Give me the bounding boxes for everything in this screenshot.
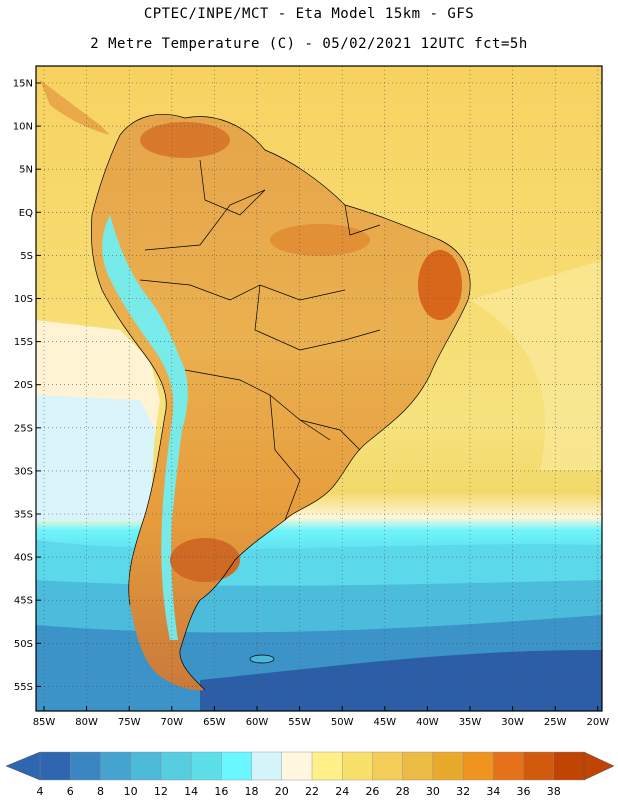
colorbar-segment xyxy=(462,751,495,781)
colorbar-label: 26 xyxy=(365,785,379,798)
lon-label: 30W xyxy=(501,717,524,728)
lon-label: 75W xyxy=(118,717,141,728)
lat-label: 50S xyxy=(14,639,33,650)
lon-label: 80W xyxy=(75,717,98,728)
lat-label: 40S xyxy=(14,553,33,564)
colorbar-segments xyxy=(5,751,615,781)
lon-label: 20W xyxy=(586,717,609,728)
map-title-line1: CPTEC/INPE/MCT - Eta Model 15km - GFS xyxy=(143,6,475,22)
hot-spot-northeast xyxy=(418,250,462,320)
colorbar-label: 28 xyxy=(396,785,410,798)
lat-label: 55S xyxy=(14,682,33,693)
colorbar-label: 32 xyxy=(456,785,470,798)
colorbar-label: 38 xyxy=(547,785,561,798)
colorbar-segment xyxy=(311,751,343,781)
colorbar-arrow-high xyxy=(583,751,615,781)
south-band-4 xyxy=(200,650,602,711)
colorbar-segment xyxy=(70,751,102,781)
colorbar-segment xyxy=(493,751,525,781)
latitude-labels: 15N 10N 5N EQ 5S 10S 15S 20S 25S 30S 35S 40S 45S 50S 5… xyxy=(13,79,41,693)
colorbar-label: 34 xyxy=(486,785,500,798)
colorbar-label: 12 xyxy=(154,785,168,798)
colorbar-label: 6 xyxy=(67,785,74,798)
lon-label: 25W xyxy=(544,717,567,728)
colorbar-label: 36 xyxy=(517,785,531,798)
colorbar-segment xyxy=(553,751,585,781)
colorbar-segment xyxy=(221,751,253,781)
lon-label: 55W xyxy=(288,717,311,728)
colorbar-label: 10 xyxy=(124,785,138,798)
lon-label: 40W xyxy=(416,717,439,728)
colorbar-label: 16 xyxy=(214,785,228,798)
colorbar-segment xyxy=(160,751,192,781)
colorbar-label: 4 xyxy=(37,785,44,798)
lat-label: 25S xyxy=(14,423,33,434)
lat-label: 5N xyxy=(19,165,33,176)
hot-spot-amazon xyxy=(270,224,370,256)
lat-label: 15N xyxy=(13,79,33,90)
colorbar-label: 24 xyxy=(335,785,349,798)
lat-label: EQ xyxy=(19,208,33,219)
andes-cold-strip xyxy=(102,215,188,640)
colorbar-arrow-low xyxy=(5,751,41,781)
colorbar-segment xyxy=(432,751,464,781)
central-america-land xyxy=(40,80,110,135)
lon-label: 50W xyxy=(331,717,354,728)
lat-label: 30S xyxy=(14,466,33,477)
lat-label: 10N xyxy=(13,122,33,133)
hot-spot-north xyxy=(140,122,230,158)
colorbar-labels: 4 6 8 10 12 14 16 18 20 22 24 26 28 30 32 34 36 38 xyxy=(37,785,561,798)
colorbar-segment xyxy=(281,751,313,781)
lat-label: 15S xyxy=(14,337,33,348)
colorbar-segment xyxy=(402,751,434,781)
lon-label: 70W xyxy=(160,717,183,728)
atlantic-band xyxy=(470,260,602,470)
temperature-map: 15N 10N 5N EQ 5S 10S 15S 20S 25S 30S 35S 40S 45S 50S 5… xyxy=(13,65,609,728)
pacific-cold-area xyxy=(36,395,155,520)
lat-label: 10S xyxy=(14,294,33,305)
colorbar-segment xyxy=(100,751,132,781)
map-title-line2: 2 Metre Temperature (C) - 05/02/2021 12U… xyxy=(90,36,528,52)
lon-label: 85W xyxy=(33,717,56,728)
longitude-labels: 85W 80W 75W 70W 65W 60W 55W 50W 45W 40W 35W 30W 25W 2… xyxy=(33,706,609,728)
lat-label: 35S xyxy=(14,510,33,521)
temperature-colorbar: 4 6 8 10 12 14 16 18 20 22 24 26 28 30 32 34 36 38 xyxy=(5,751,615,798)
colorbar-segment xyxy=(39,751,71,781)
map-field xyxy=(36,66,602,711)
map-frame xyxy=(35,65,603,712)
colorbar-label: 8 xyxy=(97,785,104,798)
lon-label: 65W xyxy=(203,717,226,728)
colorbar-label: 30 xyxy=(426,785,440,798)
colorbar-label: 22 xyxy=(305,785,319,798)
colorbar-segment xyxy=(523,751,555,781)
falkland-islands xyxy=(249,654,275,664)
lon-label: 60W xyxy=(246,717,269,728)
lon-label: 35W xyxy=(459,717,482,728)
colorbar-label: 20 xyxy=(275,785,289,798)
colorbar-segment xyxy=(342,751,374,781)
lat-label: 5S xyxy=(20,251,33,262)
colorbar-label: 18 xyxy=(245,785,259,798)
hot-spot-patagonia xyxy=(170,538,240,582)
colorbar-segment xyxy=(190,751,223,781)
lon-label: 45W xyxy=(373,717,396,728)
colorbar-segment xyxy=(130,751,162,781)
country-borders xyxy=(90,114,471,691)
lat-label: 45S xyxy=(14,596,33,607)
colorbar-segment xyxy=(251,751,283,781)
lat-label: 20S xyxy=(14,380,33,391)
colorbar-label: 14 xyxy=(184,785,198,798)
colorbar-segment xyxy=(372,751,404,781)
